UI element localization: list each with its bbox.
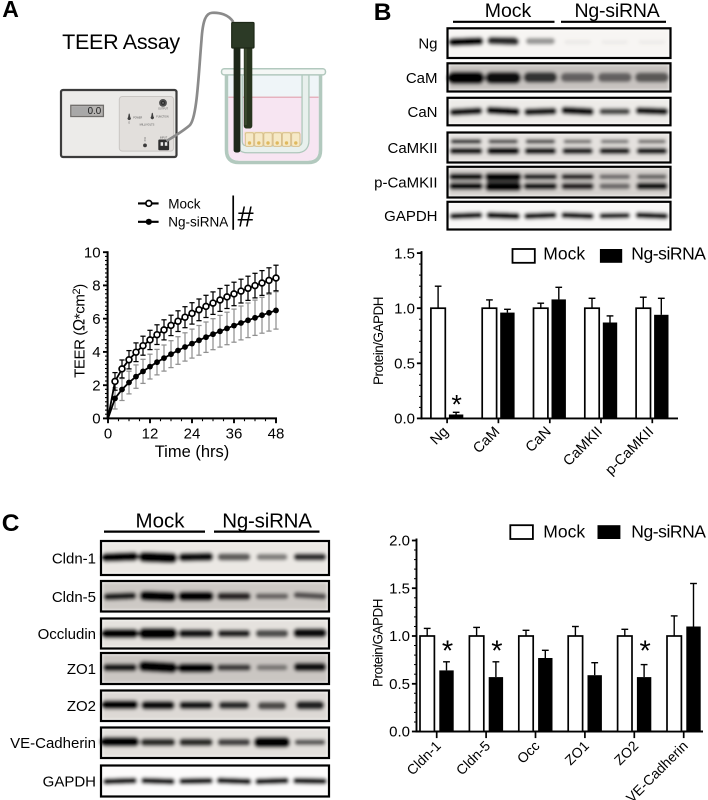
svg-text:1.5: 1.5 <box>389 581 410 598</box>
svg-text:Protein/GAPDH: Protein/GAPDH <box>371 297 386 385</box>
svg-text:VE-Cadherin: VE-Cadherin <box>10 735 96 752</box>
svg-text:*: * <box>451 390 462 420</box>
svg-text:0: 0 <box>92 411 100 428</box>
svg-text:O: O <box>144 137 146 140</box>
svg-text:0.5: 0.5 <box>389 676 410 693</box>
svg-text:MILLIVOLTS: MILLIVOLTS <box>140 123 155 127</box>
svg-text:OUTPUT: OUTPUT <box>158 108 168 111</box>
svg-text:4: 4 <box>92 344 100 361</box>
svg-text:CaM: CaM <box>406 70 438 87</box>
svg-text:p-CaMKII: p-CaMKII <box>374 175 437 192</box>
svg-text:0.0: 0.0 <box>394 411 415 428</box>
svg-text:24: 24 <box>184 425 201 442</box>
svg-text:B: B <box>374 0 392 26</box>
svg-text:Cldn-5: Cldn-5 <box>52 589 96 606</box>
svg-text:Time (hrs): Time (hrs) <box>155 443 230 461</box>
svg-text:10: 10 <box>84 245 101 262</box>
svg-text:FUNCTION: FUNCTION <box>156 116 169 119</box>
svg-text:Mock: Mock <box>543 244 585 264</box>
svg-text:0.0: 0.0 <box>389 724 410 741</box>
svg-text:C: C <box>2 510 20 537</box>
svg-text:1.5: 1.5 <box>394 245 415 262</box>
svg-text:CaMKII: CaMKII <box>387 140 437 157</box>
svg-text:O: O <box>128 121 130 125</box>
svg-text:TEER (Ω*cm2): TEER (Ω*cm2) <box>71 284 89 378</box>
svg-text:Ng-siRNA: Ng-siRNA <box>168 215 228 230</box>
svg-text:1.0: 1.0 <box>394 300 415 317</box>
svg-text:*: * <box>491 636 502 668</box>
svg-text:Ng-siRNA: Ng-siRNA <box>574 0 659 22</box>
svg-text:Ng: Ng <box>418 36 437 53</box>
svg-text:0.5: 0.5 <box>394 356 415 373</box>
svg-text:R: R <box>144 140 146 143</box>
svg-text:Ng-siRNA: Ng-siRNA <box>631 521 706 541</box>
svg-text:8: 8 <box>92 278 100 295</box>
svg-text:ZO1: ZO1 <box>67 661 96 678</box>
svg-text:A: A <box>2 0 19 22</box>
svg-text:12: 12 <box>142 425 159 442</box>
svg-text:48: 48 <box>268 425 285 442</box>
svg-text:6: 6 <box>92 311 100 328</box>
svg-text:Protein/GAPDH: Protein/GAPDH <box>371 599 386 687</box>
svg-text:Occludin: Occludin <box>38 626 96 643</box>
svg-text:Mock: Mock <box>485 0 532 22</box>
svg-text:Ng-siRNA: Ng-siRNA <box>222 510 312 533</box>
svg-text:2: 2 <box>92 378 100 395</box>
svg-text:*: * <box>639 636 650 668</box>
svg-text:*: * <box>442 636 453 668</box>
svg-text:Ng-siRNA: Ng-siRNA <box>631 244 706 264</box>
svg-text:Mock: Mock <box>136 510 186 533</box>
svg-text:GAPDH: GAPDH <box>43 774 96 791</box>
svg-text:POWER: POWER <box>133 117 142 120</box>
svg-text:#: # <box>238 202 254 234</box>
svg-text:Mock: Mock <box>543 521 585 541</box>
svg-text:36: 36 <box>226 425 243 442</box>
svg-text:INPUT: INPUT <box>160 136 168 139</box>
svg-text:GAPDH: GAPDH <box>384 208 437 225</box>
svg-text:Cldn-1: Cldn-1 <box>52 551 96 568</box>
svg-text:0: 0 <box>104 425 112 442</box>
svg-text:1.0: 1.0 <box>389 628 410 645</box>
svg-text:Mock: Mock <box>168 196 201 211</box>
svg-text:TEER Assay: TEER Assay <box>62 30 180 54</box>
svg-text:2.0: 2.0 <box>389 533 410 550</box>
svg-text:0.0: 0.0 <box>88 106 102 117</box>
svg-text:ZO2: ZO2 <box>67 698 96 715</box>
svg-text:CaN: CaN <box>407 104 437 121</box>
